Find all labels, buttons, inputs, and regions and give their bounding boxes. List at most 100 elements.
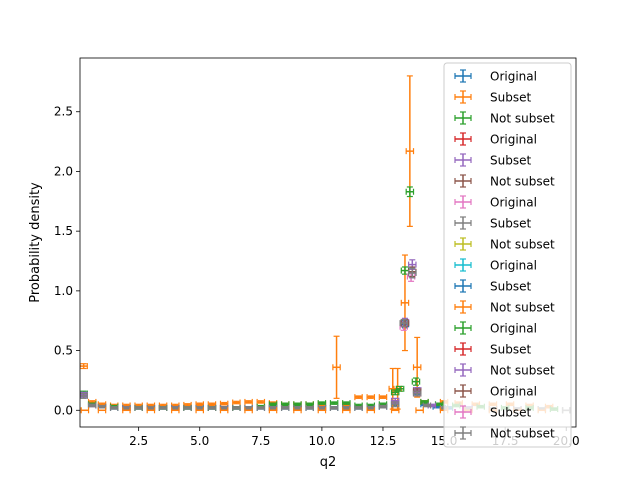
error-bar-point xyxy=(244,407,253,414)
legend-label: Original xyxy=(490,259,537,273)
error-bar-point xyxy=(219,407,229,414)
error-bar-point xyxy=(332,335,341,399)
legend-label: Original xyxy=(490,322,537,336)
error-bar-point xyxy=(378,403,388,410)
legend-item: Original xyxy=(454,132,537,147)
error-bar-point xyxy=(317,400,327,407)
error-bar-point xyxy=(408,267,417,279)
error-bar-point xyxy=(87,402,97,409)
legend-label: Subset xyxy=(490,406,531,420)
plot-frame xyxy=(79,57,577,428)
error-bar-point xyxy=(378,394,388,401)
error-bar-point xyxy=(146,407,156,414)
error-bar-point xyxy=(342,407,351,414)
legend-label: Not subset xyxy=(490,238,555,252)
error-bar-point xyxy=(256,404,266,411)
error-bar-point xyxy=(146,404,156,411)
y-tick-label: 1.0 xyxy=(54,284,73,298)
error-bar-point xyxy=(305,401,314,408)
legend-item: Not subset xyxy=(454,111,555,126)
error-bar-point xyxy=(399,318,409,328)
legend-item: Subset xyxy=(454,216,531,231)
error-bar-point xyxy=(97,407,107,414)
error-bar-point xyxy=(183,404,192,411)
error-bar-point xyxy=(405,186,415,198)
error-bar-point xyxy=(366,407,376,414)
error-bar-point xyxy=(195,401,204,408)
legend-label: Subset xyxy=(490,217,531,231)
error-bar-point xyxy=(232,404,241,411)
error-bar-point xyxy=(232,399,241,406)
error-bar-point xyxy=(390,389,400,396)
error-bar-point xyxy=(268,407,278,414)
x-tick-label: 7.5 xyxy=(251,434,270,448)
error-bar-point xyxy=(422,402,432,409)
legend-label: Original xyxy=(490,70,537,84)
error-bar-point xyxy=(412,390,422,397)
error-bar-point xyxy=(195,407,204,414)
legend-label: Subset xyxy=(490,343,531,357)
error-bar-point xyxy=(395,385,405,392)
legend-item: Not subset xyxy=(454,363,555,378)
error-bar-point xyxy=(405,75,415,227)
error-bar-point xyxy=(207,404,217,411)
legend-label: Original xyxy=(490,385,537,399)
legend-item: Subset xyxy=(454,342,531,357)
error-bar-point xyxy=(80,363,88,370)
x-tick-label: 10.0 xyxy=(309,434,336,448)
legend-label: Not subset xyxy=(490,112,555,126)
x-tick-label: 2.5 xyxy=(129,434,148,448)
legend-label: Subset xyxy=(490,91,531,105)
legend-label: Not subset xyxy=(490,364,555,378)
error-bar-point xyxy=(122,404,131,411)
legend-item: Not subset xyxy=(454,237,555,252)
y-tick-label: 0.5 xyxy=(54,344,73,358)
error-bar-point xyxy=(411,377,421,386)
error-bar-point xyxy=(122,407,131,414)
legend-label: Original xyxy=(490,196,537,210)
error-bar-point xyxy=(317,407,327,414)
legend-item: Original xyxy=(454,195,537,210)
legend-item: Original xyxy=(454,321,537,336)
y-axis-label: Probability density xyxy=(28,182,43,303)
error-bar-point xyxy=(80,407,90,414)
legend: Original Subset Not subset Original Subset No… xyxy=(443,62,572,448)
x-tick-label: 12.5 xyxy=(370,434,397,448)
error-bar-point xyxy=(390,407,400,414)
legend-item: Not subset xyxy=(454,300,555,315)
legend-item: Subset xyxy=(454,279,531,294)
y-tick-label: 2.5 xyxy=(54,105,73,119)
legend-label: Subset xyxy=(490,280,531,294)
y-axis-ticks: 0.0 0.5 1.0 1.5 2.0 2.5 xyxy=(54,105,80,417)
legend-item: Subset xyxy=(454,90,531,105)
legend-label: Not subset xyxy=(490,427,555,441)
error-bar-point xyxy=(305,404,314,411)
y-tick-label: 0.0 xyxy=(54,403,73,417)
legend-item: Not subset xyxy=(454,426,555,441)
error-bar-point xyxy=(329,404,339,411)
x-tick-label: 5.0 xyxy=(190,434,209,448)
error-bar-point xyxy=(158,404,168,411)
error-bar-point xyxy=(207,401,217,408)
error-bar-point xyxy=(171,407,180,414)
error-bar-point xyxy=(390,401,400,408)
error-bar-point xyxy=(342,404,351,411)
legend-item: Subset xyxy=(454,405,531,420)
legend-item: Not subset xyxy=(454,174,555,189)
legend-item: Original xyxy=(454,69,537,84)
error-bar-point xyxy=(134,404,143,411)
legend-label: Not subset xyxy=(490,301,555,315)
error-bar-point xyxy=(434,401,444,408)
y-tick-label: 1.5 xyxy=(54,224,73,238)
legend-label: Not subset xyxy=(490,175,555,189)
legend-label: Subset xyxy=(490,154,531,168)
error-bar-point xyxy=(293,407,302,414)
legend-box xyxy=(443,62,572,448)
error-bar-point xyxy=(80,392,88,399)
error-bar-point xyxy=(244,398,253,405)
legend-item: Original xyxy=(454,258,537,273)
x-axis-label: q2 xyxy=(320,455,337,470)
error-bar-point xyxy=(415,407,424,414)
